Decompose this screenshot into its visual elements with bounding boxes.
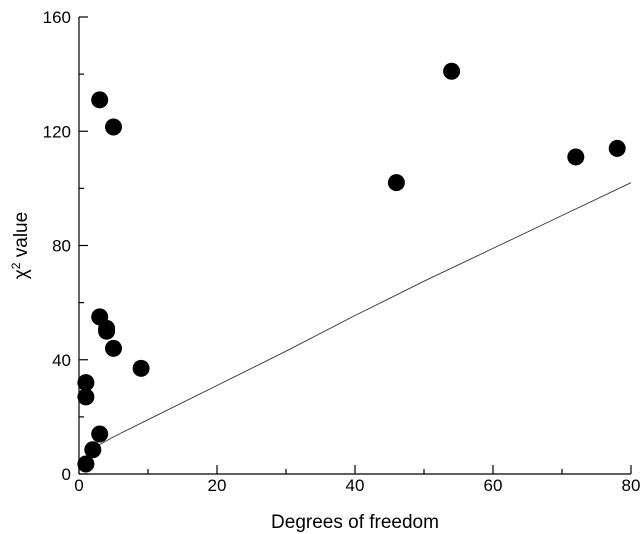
data-point xyxy=(105,339,122,357)
data-points-layer xyxy=(77,62,626,473)
data-point xyxy=(91,91,109,109)
y-tick-label: 0 xyxy=(62,465,71,484)
data-point xyxy=(387,174,405,192)
x-tick-label: 80 xyxy=(622,476,641,495)
y-axis-title-prefix: χ xyxy=(11,269,32,279)
data-point xyxy=(98,322,116,340)
data-point xyxy=(567,148,585,166)
data-point xyxy=(77,455,95,473)
data-point xyxy=(84,441,102,459)
y-tick-label: 120 xyxy=(43,122,71,141)
reference-curve xyxy=(85,182,632,458)
x-axis-title: Degrees of freedom xyxy=(271,512,439,533)
x-tick-label: 0 xyxy=(74,476,83,495)
data-point xyxy=(105,118,122,136)
data-point xyxy=(608,139,626,157)
x-tick-label: 40 xyxy=(346,476,365,495)
y-ticks: 0 40 80 120 160 xyxy=(43,8,88,484)
axes xyxy=(78,17,631,475)
y-tick-label: 80 xyxy=(52,237,71,256)
y-axis-title-superscript: 2 xyxy=(9,262,23,269)
data-point xyxy=(132,359,150,377)
reference-curve-layer xyxy=(85,182,632,458)
x-tick-label: 60 xyxy=(484,476,503,495)
y-tick-label: 40 xyxy=(52,351,71,370)
x-tick-label: 20 xyxy=(208,476,227,495)
y-axis-title-suffix: value xyxy=(11,212,32,263)
data-point xyxy=(91,425,109,443)
x-ticks: 0 20 40 60 80 xyxy=(74,465,640,495)
data-point xyxy=(77,388,95,406)
y-axis-title: χ2 value xyxy=(9,212,32,279)
data-point xyxy=(443,62,461,80)
data-point xyxy=(77,374,95,392)
y-tick-label: 160 xyxy=(43,8,71,27)
